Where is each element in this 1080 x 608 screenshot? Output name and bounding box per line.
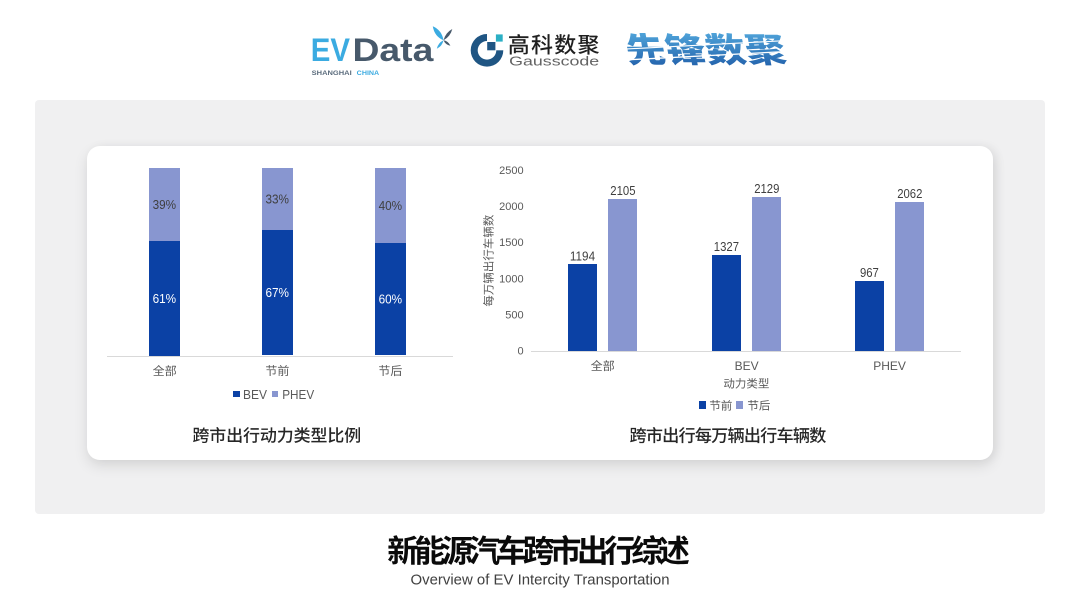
svg-text:2500: 2500 [499,165,523,177]
svg-text:BEV: BEV [735,359,759,373]
svg-text:2105: 2105 [610,184,635,198]
svg-text:60%: 60% [379,293,403,307]
svg-text:500: 500 [505,309,523,321]
svg-text:Data: Data [353,32,434,68]
svg-text:BEV: BEV [243,388,268,402]
svg-text:EV: EV [311,32,351,68]
svg-text:67%: 67% [266,286,290,300]
svg-text:PHEV: PHEV [873,359,906,373]
svg-text:2062: 2062 [897,187,922,201]
svg-text:Overview of EV Intercity Trans: Overview of EV Intercity Transportation [411,573,670,589]
svg-text:0: 0 [517,346,523,358]
svg-text:33%: 33% [266,192,290,206]
svg-text:1327: 1327 [714,240,739,254]
svg-text:PHEV: PHEV [282,388,315,402]
svg-text:1194: 1194 [570,250,595,264]
svg-text:CHINA: CHINA [357,70,380,77]
svg-text:967: 967 [860,266,879,280]
svg-text:39%: 39% [153,198,177,212]
svg-text:1500: 1500 [499,237,523,249]
svg-text:Gausscode: Gausscode [509,54,599,69]
svg-text:40%: 40% [379,199,403,213]
svg-text:61%: 61% [153,292,177,306]
svg-text:1000: 1000 [499,273,523,285]
svg-text:2129: 2129 [754,182,779,196]
svg-text:2000: 2000 [499,201,523,213]
svg-text:SHANGHAI: SHANGHAI [312,70,352,77]
